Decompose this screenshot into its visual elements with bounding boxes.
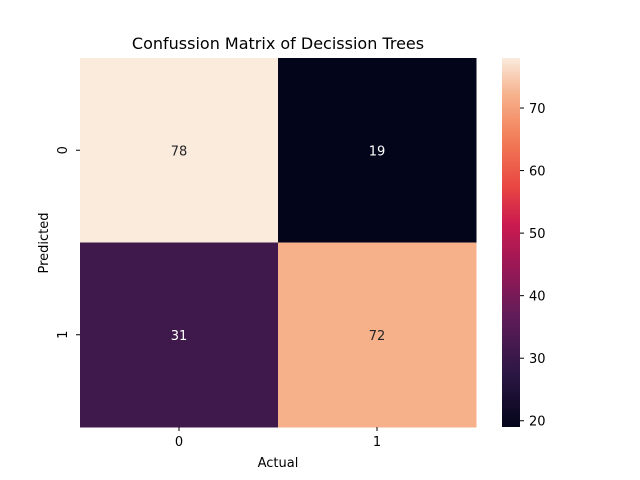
colorbar-tick-label: 20 <box>529 415 546 430</box>
colorbar-tick-label: 30 <box>529 352 546 367</box>
y-tick-label: 1 <box>56 331 71 339</box>
y-axis-label: Predicted <box>37 212 52 273</box>
colorbar <box>502 58 520 427</box>
colorbar-ticks: 20 30 40 50 60 70 <box>520 102 546 430</box>
y-axis-ticks: 01 <box>56 146 80 339</box>
colorbar-tick-label: 50 <box>529 227 546 242</box>
heatmap-cell-1-1 <box>278 242 477 428</box>
heatmap-cell-0-1 <box>278 58 477 243</box>
cell-label-0-0: 78 <box>171 144 188 159</box>
x-tick-label: 1 <box>373 435 381 450</box>
x-tick-label: 0 <box>175 435 183 450</box>
chart-title: Confussion Matrix of Decission Trees <box>132 34 424 53</box>
cell-label-1-1: 72 <box>369 329 386 344</box>
heatmap-cells <box>80 58 477 428</box>
heatmap-cell-0-0 <box>80 58 279 243</box>
x-axis-label: Actual <box>258 456 299 471</box>
y-tick-label: 0 <box>56 146 71 154</box>
colorbar-tick-label: 70 <box>529 102 546 117</box>
cell-label-0-1: 19 <box>369 144 386 159</box>
cell-label-1-0: 31 <box>171 329 188 344</box>
colorbar-tick-label: 40 <box>529 290 546 305</box>
cell-annotations: 78 19 31 72 <box>171 144 386 344</box>
heatmap-cell-1-0 <box>80 242 279 428</box>
colorbar-tick-label: 60 <box>529 165 546 180</box>
